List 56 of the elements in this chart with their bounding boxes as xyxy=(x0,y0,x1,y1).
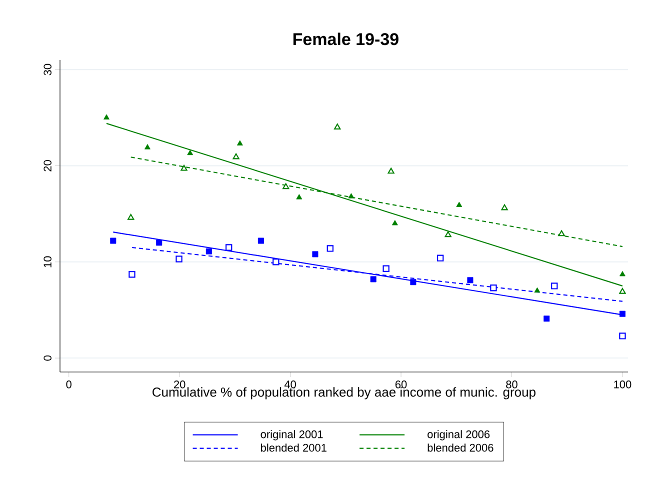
point xyxy=(144,144,150,150)
point xyxy=(128,214,134,220)
x-tick-label: 0 xyxy=(66,380,72,388)
x-tick-label: 80 xyxy=(506,380,518,388)
point xyxy=(128,271,136,278)
point xyxy=(436,254,444,262)
point xyxy=(104,114,110,120)
legend-label: blended 2001 xyxy=(261,444,326,452)
point xyxy=(444,231,452,238)
point xyxy=(296,194,302,200)
point xyxy=(272,258,280,266)
x-axis-title: Cumulative % of population ranked by aae income of munic. group xyxy=(152,387,536,400)
point xyxy=(551,282,558,290)
point xyxy=(388,168,394,174)
point xyxy=(382,265,390,272)
legend-label: blended 2006 xyxy=(428,444,494,452)
point xyxy=(544,316,550,322)
point xyxy=(410,279,416,286)
point xyxy=(370,276,376,282)
point xyxy=(312,251,318,258)
legend-label: original 2006 xyxy=(428,430,490,440)
point xyxy=(534,287,540,293)
y-tick-label: 20 xyxy=(44,160,52,172)
point xyxy=(467,277,474,284)
y-tick-label: 0 xyxy=(44,355,52,361)
x-tick-label: 100 xyxy=(614,380,632,388)
y-tick-label: 10 xyxy=(44,256,52,268)
point xyxy=(456,202,462,207)
x-tick-label: 40 xyxy=(284,380,296,388)
point xyxy=(226,244,232,251)
chart-title: Female 19-39 xyxy=(293,32,398,46)
point xyxy=(619,288,626,294)
point xyxy=(176,256,182,262)
point xyxy=(326,245,334,252)
point xyxy=(258,238,264,244)
point xyxy=(501,204,508,210)
point xyxy=(392,220,398,226)
point xyxy=(619,310,626,317)
point xyxy=(156,240,162,246)
point xyxy=(110,238,116,244)
legend-label: original 2001 xyxy=(260,430,323,440)
point xyxy=(348,193,354,198)
point xyxy=(619,271,626,276)
point xyxy=(187,150,194,156)
x-tick-label: 60 xyxy=(395,380,407,388)
point xyxy=(490,284,497,292)
point xyxy=(236,140,243,146)
point xyxy=(232,153,240,160)
point xyxy=(180,164,188,171)
point xyxy=(282,183,290,190)
x-tick-label: 20 xyxy=(174,380,186,388)
y-tick-label: 30 xyxy=(44,64,52,76)
point xyxy=(334,124,341,130)
point xyxy=(619,332,626,340)
point xyxy=(558,230,565,236)
point xyxy=(206,248,212,254)
